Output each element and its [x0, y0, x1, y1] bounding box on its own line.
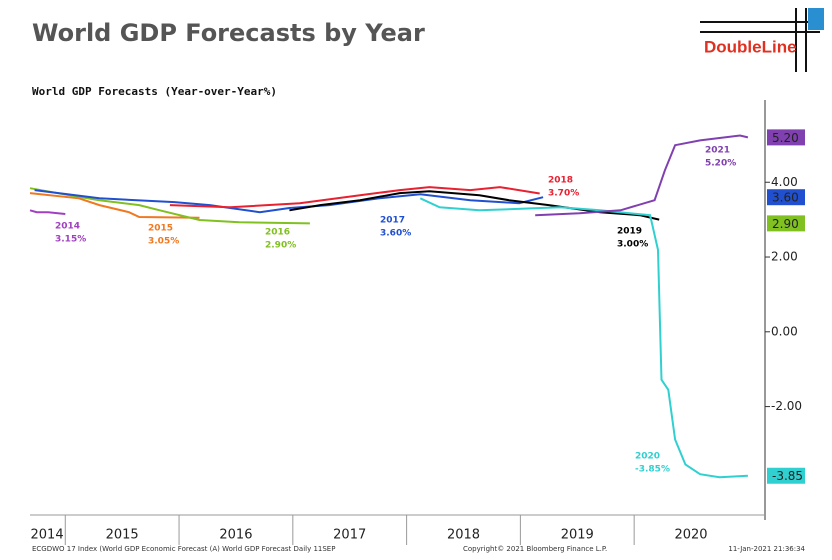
x-tick-label: 2016	[219, 528, 252, 543]
axis-value-label: -3.85	[772, 469, 803, 483]
series-line	[29, 209, 66, 215]
annotation-name: 2014	[55, 222, 80, 232]
annotation-value: 5.20%	[705, 159, 736, 169]
axis-value-label: 2.90	[772, 217, 799, 231]
y-tick-label: -2.00	[771, 399, 802, 413]
annotation-name: 2016	[265, 228, 290, 238]
chart-subtitle: World GDP Forecasts (Year-over-Year%)	[32, 85, 277, 98]
logo: DoubleLine	[700, 8, 824, 72]
logo-text: DoubleLine	[704, 37, 797, 56]
axis-value-box	[767, 129, 805, 146]
x-tick-label: 2015	[106, 528, 139, 543]
series-line	[419, 197, 748, 479]
series-line	[289, 190, 660, 221]
chart-title: World GDP Forecasts by Year	[32, 19, 425, 47]
annotation-value: 3.70%	[548, 189, 579, 199]
axis-value-label: 5.20	[772, 131, 799, 145]
annotation-value: 3.60%	[380, 229, 411, 239]
footer-right: 11-Jan-2021 21:36:34	[728, 545, 805, 553]
y-tick-label: 2.00	[771, 250, 798, 264]
y-tick-label: 0.00	[771, 324, 798, 338]
x-tick-label: 2020	[674, 528, 707, 543]
x-tick-label: 2019	[561, 528, 594, 543]
annotation-name: 2019	[617, 227, 642, 237]
logo-square	[808, 8, 824, 30]
axis-value-box	[767, 189, 805, 206]
series-line	[29, 192, 200, 219]
x-tick-label: 2017	[333, 528, 366, 543]
annotation-name: 2017	[380, 216, 405, 226]
axis-value-box	[767, 467, 805, 484]
annotation-name: 2015	[148, 224, 173, 234]
x-tick-label: 2014	[31, 528, 64, 543]
footer-center: Copyright© 2021 Bloomberg Finance L.P.	[463, 545, 607, 553]
y-tick-label: 4.00	[771, 175, 798, 189]
series-line	[169, 186, 540, 209]
annotation-name: 2021	[705, 146, 730, 156]
annotation-value: 3.05%	[148, 237, 179, 247]
footer-left: ECGDWO 17 Index (World GDP Economic Fore…	[32, 545, 335, 553]
annotation-value: 3.00%	[617, 240, 648, 250]
annotation-name: 2018	[548, 176, 573, 186]
annotation-value: 3.15%	[55, 235, 86, 245]
axis-value-box	[767, 215, 805, 232]
annotation-value: -3.85%	[635, 465, 670, 475]
annotation-name: 2020	[635, 452, 660, 462]
x-tick-label: 2018	[447, 528, 480, 543]
axis-value-label: 3.60	[772, 191, 799, 205]
series-line	[535, 134, 749, 217]
annotation-value: 2.90%	[265, 241, 296, 251]
